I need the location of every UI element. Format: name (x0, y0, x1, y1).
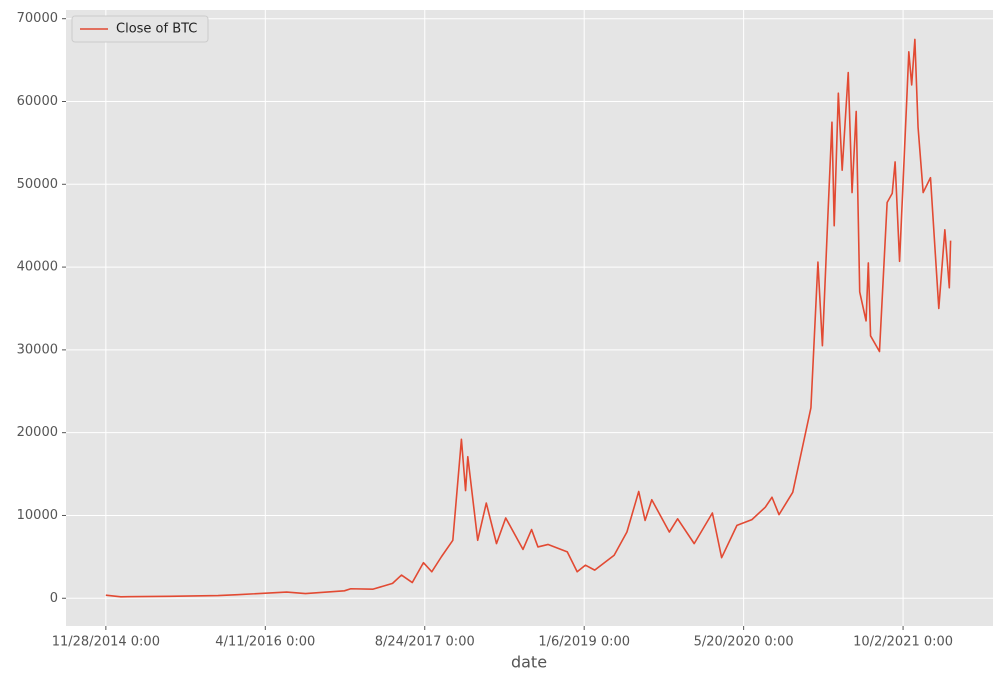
legend-box (71, 15, 209, 43)
legend-label: Close of BTC (116, 22, 197, 37)
y-tick-label: 70000 (17, 11, 58, 26)
y-tick-label: 20000 (17, 425, 58, 440)
x-axis-label: date (511, 653, 547, 672)
line (105, 38, 952, 598)
y-tick-label: 30000 (17, 342, 58, 357)
y-tick-label: 10000 (17, 508, 58, 523)
x-tick-label: 8/24/2017 0:00 (375, 635, 475, 650)
x-tick-label: 11/28/2014 0:00 (52, 635, 160, 650)
x-tick-label: 10/2/2021 0:00 (853, 635, 953, 650)
y-tick-label: 0 (50, 591, 58, 606)
x-tick-label: 5/20/2020 0:00 (694, 635, 794, 650)
x-tick-label: 1/6/2019 0:00 (538, 635, 630, 650)
y-tick-label: 60000 (17, 94, 58, 109)
y-tick-label: 50000 (17, 177, 58, 192)
y-tick-label: 40000 (17, 260, 58, 275)
x-tick-label: 4/11/2016 0:00 (215, 635, 315, 650)
